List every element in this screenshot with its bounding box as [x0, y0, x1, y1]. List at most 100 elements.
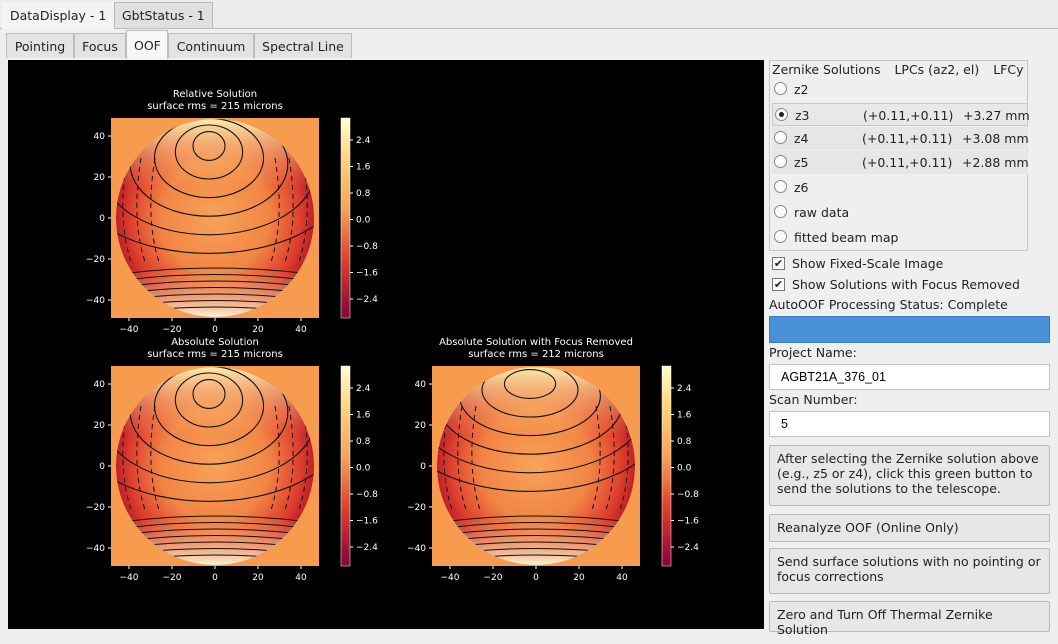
- checkmark-icon[interactable]: ✔: [772, 257, 785, 270]
- plot-subtitle: surface rms = 212 microns: [468, 349, 604, 360]
- zernike-option-z6[interactable]: z6: [772, 176, 1028, 199]
- colorbar-tick-label: 2.4: [356, 384, 371, 394]
- contour-line: [116, 367, 314, 502]
- y-tick-label: 20: [415, 421, 427, 431]
- negative-contour-line: [284, 157, 294, 263]
- oof-plot-2: Absolute Solution with Focus Removedsurf…: [407, 337, 699, 583]
- zernike-option-raw-data[interactable]: raw data: [772, 201, 1028, 224]
- tab-oof[interactable]: OOF: [126, 30, 168, 59]
- radio-icon[interactable]: [774, 180, 787, 193]
- radio-icon[interactable]: [774, 155, 787, 168]
- zernike-lfc-value: +3.08 mm: [962, 131, 1029, 146]
- zernike-option-label: z3: [795, 108, 810, 123]
- radio-icon[interactable]: [774, 230, 787, 243]
- fixed-scale-label: Show Fixed-Scale Image: [792, 256, 944, 271]
- y-tick-label: −40: [86, 296, 105, 306]
- colorbar: [661, 365, 672, 567]
- y-tick-label: 40: [415, 380, 427, 390]
- send-surface-solutions-button[interactable]: Send surface solutions with no pointing …: [769, 548, 1050, 594]
- contour-line: [153, 119, 265, 199]
- send-solutions-button[interactable]: After selecting the Zernike solution abo…: [769, 445, 1050, 506]
- contour-line: [192, 379, 226, 409]
- colorbar: [340, 117, 351, 319]
- negative-contour-line: [284, 405, 294, 511]
- scan-number-field[interactable]: [769, 411, 1050, 437]
- tab-datadisplay[interactable]: DataDisplay - 1: [2, 2, 115, 29]
- negative-contour-line: [270, 157, 280, 263]
- tab-focus[interactable]: Focus: [74, 33, 126, 58]
- negative-contour-line: [150, 157, 160, 263]
- plot-subtitle: surface rms = 215 microns: [147, 101, 283, 112]
- zernike-option-z4[interactable]: z4 (+0.11,+0.11) +3.08 mm: [772, 127, 1029, 150]
- colorbar-tick-label: 1.6: [356, 163, 371, 173]
- colorbar-tick-label: 1.6: [356, 411, 371, 421]
- x-tick-label: 20: [252, 573, 264, 583]
- y-tick-label: −40: [407, 544, 426, 554]
- zernike-option-label: z4: [794, 131, 809, 146]
- radio-icon[interactable]: [774, 205, 787, 218]
- zernike-option-z5[interactable]: z5 (+0.11,+0.11) +2.88 mm: [772, 151, 1029, 174]
- colorbar-tick-label: −0.8: [677, 490, 699, 500]
- x-tick-label: 40: [295, 325, 307, 335]
- zernike-header: Zernike Solutions LPCs (az2, el) LFCy: [772, 62, 1033, 77]
- y-tick-label: −20: [86, 503, 105, 513]
- tab-continuum[interactable]: Continuum: [168, 33, 254, 58]
- plot-title: Absolute Solution with Focus Removed: [439, 337, 633, 348]
- project-name-field[interactable]: [769, 364, 1050, 390]
- processing-status-label: AutoOOF Processing Status: Complete: [769, 297, 1008, 312]
- y-tick-label: −20: [407, 503, 426, 513]
- contour-line: [153, 367, 265, 447]
- colorbar-tick-label: −0.8: [356, 490, 378, 500]
- contour-line: [437, 367, 635, 474]
- x-tick-label: −40: [120, 325, 139, 335]
- x-tick-label: −20: [484, 573, 503, 583]
- zernike-option-label: z2: [794, 82, 809, 97]
- radio-icon[interactable]: [774, 82, 787, 95]
- negative-contour-line: [136, 405, 146, 511]
- sub-tab-bar: Pointing Focus OOF Continuum Spectral Li…: [0, 29, 1058, 59]
- y-tick-label: 0: [99, 462, 105, 472]
- x-tick-label: −20: [163, 573, 182, 583]
- tab-pointing[interactable]: Pointing: [6, 33, 74, 58]
- contour-line: [437, 515, 635, 525]
- reanalyze-oof-button[interactable]: Reanalyze OOF (Online Only): [769, 514, 1050, 542]
- negative-contour-line: [150, 405, 160, 511]
- zernike-option-z3[interactable]: z3 (+0.11,+0.11) +3.27 mm: [772, 103, 1030, 126]
- contour-line: [437, 367, 635, 492]
- y-tick-label: −20: [86, 255, 105, 265]
- colorbar-tick-label: 2.4: [356, 136, 371, 146]
- contour-line: [116, 119, 314, 236]
- window-tab-bar: DataDisplay - 1 GbtStatus - 1: [0, 0, 1058, 29]
- oof-control-panel: Zernike Solutions LPCs (az2, el) LFCy z2…: [769, 60, 1058, 644]
- zernike-option-label: z6: [794, 180, 809, 195]
- x-tick-label: −40: [441, 573, 460, 583]
- x-tick-label: −20: [163, 325, 182, 335]
- focus-removed-label: Show Solutions with Focus Removed: [792, 277, 1020, 292]
- colorbar-tick-label: −2.4: [356, 295, 378, 305]
- tab-gbtstatus[interactable]: GbtStatus - 1: [114, 2, 213, 28]
- tab-spectral-line[interactable]: Spectral Line: [254, 33, 352, 58]
- zernike-header-solutions: Zernike Solutions: [772, 62, 881, 77]
- zernike-option-fitted-beam-map[interactable]: fitted beam map: [772, 226, 1028, 249]
- negative-contour-line: [591, 405, 601, 511]
- zernike-option-label: z5: [794, 155, 809, 170]
- radio-icon[interactable]: [774, 131, 787, 144]
- oof-plot-canvas: Relative Solution surface rms = 215 micro…: [8, 60, 764, 629]
- zernike-lpc-value: (+0.11,+0.11): [862, 131, 953, 146]
- zero-thermal-zernike-button[interactable]: Zero and Turn Off Thermal Zernike Soluti…: [769, 601, 1050, 637]
- contour-line: [116, 119, 314, 254]
- radio-icon[interactable]: [775, 108, 788, 121]
- zernike-option-z2[interactable]: z2: [772, 78, 1028, 101]
- contour-line: [174, 124, 244, 180]
- colorbar-tick-label: −2.4: [677, 543, 699, 553]
- project-name-label: Project Name:: [769, 345, 857, 360]
- x-tick-label: 20: [252, 325, 264, 335]
- colorbar-tick-label: 0.8: [356, 189, 371, 199]
- checkmark-icon[interactable]: ✔: [772, 278, 785, 291]
- x-tick-label: −40: [120, 573, 139, 583]
- contour-line: [192, 131, 226, 161]
- negative-contour-line: [457, 405, 467, 511]
- negative-contour-line: [471, 405, 481, 511]
